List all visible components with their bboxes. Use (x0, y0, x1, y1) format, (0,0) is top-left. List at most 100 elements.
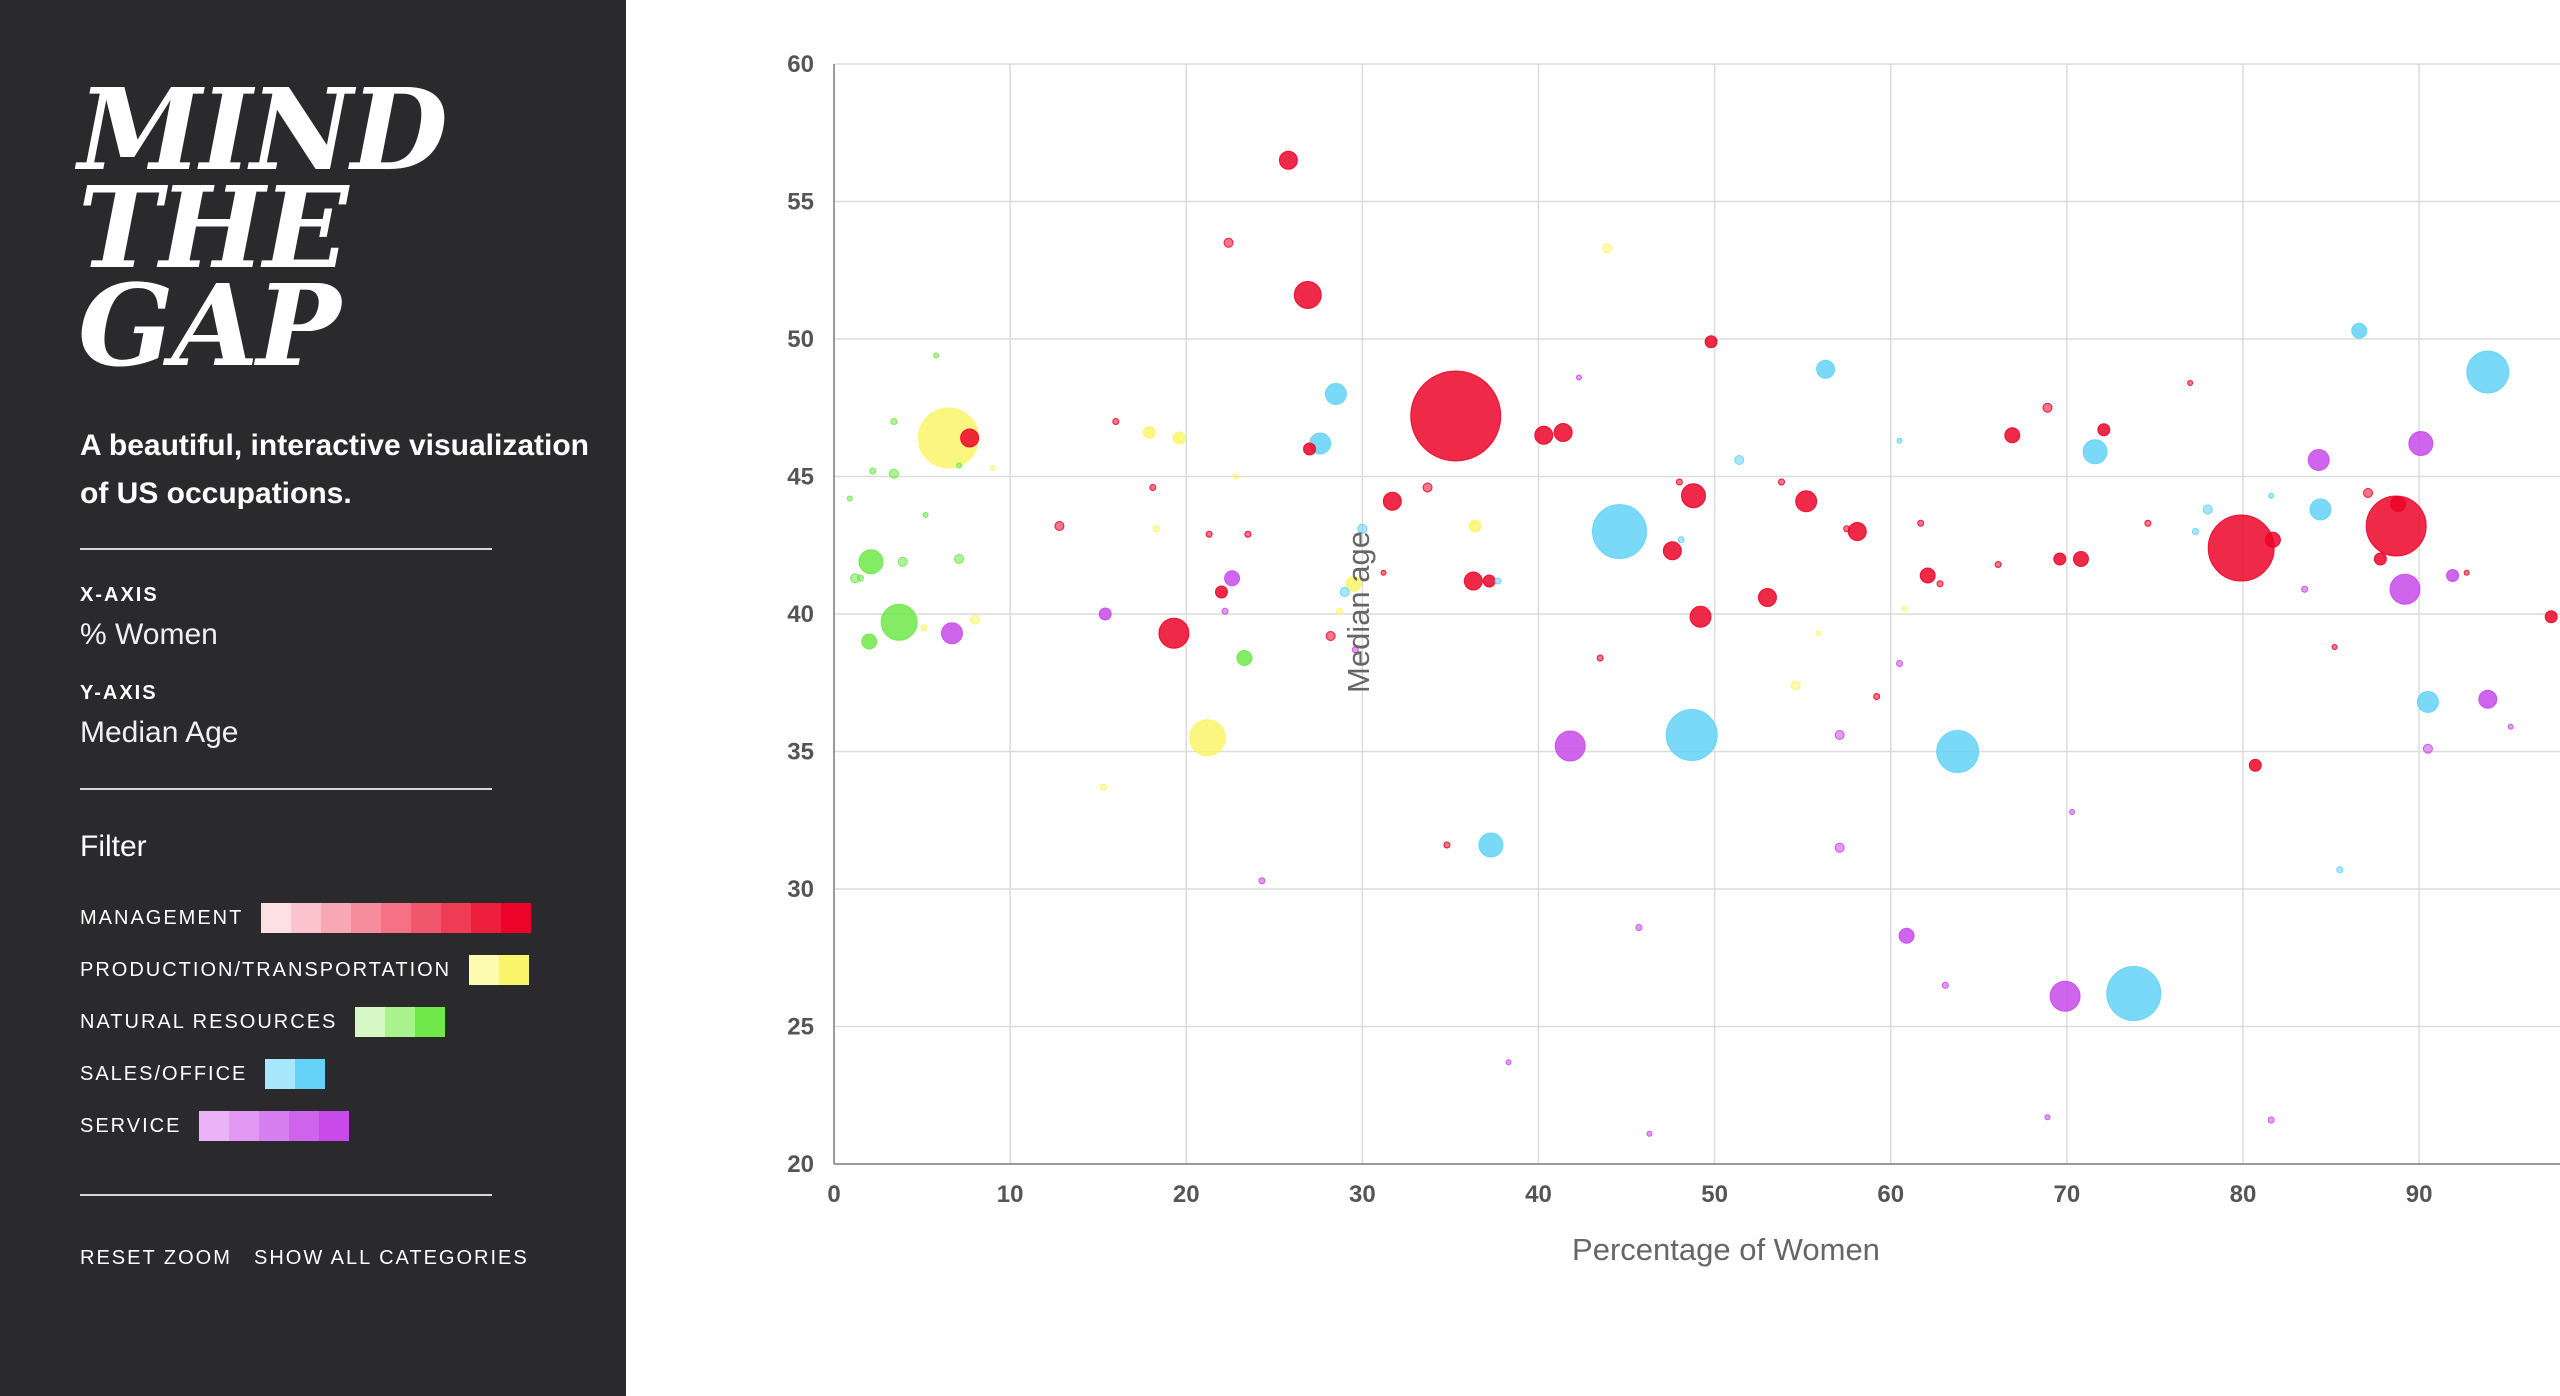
data-point-management[interactable] (2097, 423, 2111, 437)
filter-swatch[interactable] (441, 903, 472, 933)
data-point-service[interactable] (2422, 743, 2433, 754)
filter-swatch[interactable] (199, 1111, 230, 1141)
data-point-production-transportation[interactable] (1468, 519, 1482, 533)
chart-svg[interactable]: 0 10 20 30 40 50 60 70 80 90 20 25 30 35 40 45 50 55 60 P… (626, 0, 2560, 1396)
filter-swatch[interactable] (321, 903, 352, 933)
data-point-sales-office[interactable] (2202, 504, 2213, 515)
data-point-service[interactable] (1834, 730, 1845, 740)
data-point-production-transportation[interactable] (1099, 783, 1107, 791)
data-point-management[interactable] (1596, 654, 1604, 662)
data-point-natural-resources[interactable] (933, 352, 940, 359)
data-point-management[interactable] (1223, 237, 1234, 248)
data-point-natural-resources[interactable] (890, 418, 898, 425)
data-point-sales-office[interactable] (1816, 359, 1836, 379)
data-point-management[interactable] (2207, 514, 2275, 582)
data-point-management[interactable] (1380, 569, 1387, 576)
filter-swatch[interactable] (351, 903, 382, 933)
filter-swatch[interactable] (471, 903, 502, 933)
data-point-management[interactable] (1675, 478, 1683, 486)
reset-zoom-button[interactable]: RESET ZOOM (80, 1247, 232, 1269)
data-point-management[interactable] (1847, 522, 1867, 541)
data-point-sales-office[interactable] (2309, 498, 2332, 521)
data-point-production-transportation[interactable] (920, 624, 928, 632)
data-point-management[interactable] (2187, 380, 2194, 386)
data-point-management[interactable] (1873, 693, 1881, 700)
filter-swatch[interactable] (265, 1059, 296, 1089)
data-point-management[interactable] (2373, 552, 2387, 566)
data-point-service[interactable] (1098, 607, 1112, 621)
data-point-management[interactable] (1795, 490, 1818, 513)
data-point-management[interactable] (1463, 571, 1483, 591)
data-point-management[interactable] (2004, 427, 2021, 444)
data-point-natural-resources[interactable] (954, 554, 965, 564)
data-point-service[interactable] (1896, 660, 1904, 667)
data-point-service[interactable] (1224, 570, 1241, 587)
data-point-management[interactable] (1054, 521, 1065, 531)
data-point-management[interactable] (1936, 580, 1944, 588)
filter-swatch[interactable] (469, 955, 500, 985)
data-point-natural-resources[interactable] (1236, 650, 1253, 666)
data-point-natural-resources[interactable] (922, 512, 929, 518)
data-point-production-transportation[interactable] (969, 614, 980, 625)
data-point-management[interactable] (1919, 567, 1936, 584)
data-point-management[interactable] (1757, 588, 1777, 607)
data-point-management[interactable] (1303, 442, 1317, 456)
data-point-production-transportation[interactable] (1232, 473, 1239, 480)
filter-swatch[interactable] (385, 1007, 416, 1037)
data-point-management[interactable] (1482, 574, 1496, 588)
data-point-sales-office[interactable] (2106, 966, 2162, 1021)
data-point-service[interactable] (1834, 842, 1845, 853)
data-point-production-transportation[interactable] (1790, 680, 1801, 691)
data-point-sales-office[interactable] (1665, 709, 1718, 761)
data-point-production-transportation[interactable] (1815, 630, 1822, 637)
data-point-management[interactable] (1443, 841, 1451, 849)
data-point-service[interactable] (1646, 1130, 1653, 1137)
data-point-natural-resources[interactable] (858, 549, 884, 575)
data-point-sales-office[interactable] (1357, 523, 1368, 534)
data-point-management[interactable] (1662, 541, 1682, 561)
data-point-management[interactable] (1293, 281, 1322, 309)
data-point-management[interactable] (2264, 531, 2281, 548)
data-point-sales-office[interactable] (2416, 691, 2439, 713)
data-point-sales-office[interactable] (2466, 350, 2510, 394)
data-point-management[interactable] (1112, 418, 1120, 425)
data-point-service[interactable] (2069, 809, 2076, 815)
data-point-production-transportation[interactable] (1142, 426, 1156, 439)
data-point-management[interactable] (2389, 496, 2406, 512)
data-point-service[interactable] (1221, 607, 1229, 615)
data-point-service[interactable] (2049, 980, 2081, 1012)
data-point-management[interactable] (1917, 519, 1925, 527)
data-point-management[interactable] (1410, 370, 1502, 462)
data-point-service[interactable] (1898, 927, 1915, 944)
data-point-production-transportation[interactable] (1901, 605, 1908, 612)
filter-swatch[interactable] (289, 1111, 320, 1141)
data-point-service[interactable] (2507, 723, 2514, 730)
data-point-management[interactable] (1704, 335, 1718, 349)
data-point-sales-office[interactable] (1478, 832, 1504, 858)
data-point-production-transportation[interactable] (1345, 575, 1362, 592)
filter-swatch[interactable] (355, 1007, 386, 1037)
data-point-service[interactable] (2044, 1114, 2051, 1121)
filter-natural-resources[interactable]: NATURAL RESOURCES (80, 1007, 446, 1037)
data-point-natural-resources[interactable] (880, 603, 918, 641)
data-point-sales-office[interactable] (1936, 730, 1980, 773)
data-point-production-transportation[interactable] (1152, 525, 1160, 533)
data-point-service[interactable] (2389, 573, 2421, 605)
data-point-management[interactable] (1382, 491, 1402, 511)
data-point-production-transportation[interactable] (1172, 431, 1186, 445)
filter-swatch[interactable] (291, 903, 322, 933)
data-point-management[interactable] (1325, 631, 1336, 641)
data-point-management[interactable] (1689, 605, 1712, 628)
scatter-chart[interactable]: 0 10 20 30 40 50 60 70 80 90 20 25 30 35 40 45 50 55 60 P… (626, 0, 2560, 1396)
data-point-service[interactable] (1941, 981, 1949, 989)
filter-swatch[interactable] (501, 903, 532, 933)
data-point-service[interactable] (2478, 689, 2498, 709)
data-point-sales-office[interactable] (2268, 492, 2275, 499)
data-point-management[interactable] (2042, 402, 2053, 413)
data-point-management[interactable] (2072, 551, 2089, 567)
data-point-management[interactable] (1778, 478, 1786, 486)
data-point-sales-office[interactable] (1677, 536, 1685, 544)
data-point-management[interactable] (1422, 482, 1433, 493)
data-point-management[interactable] (1534, 425, 1554, 445)
filter-swatch[interactable] (295, 1059, 326, 1089)
